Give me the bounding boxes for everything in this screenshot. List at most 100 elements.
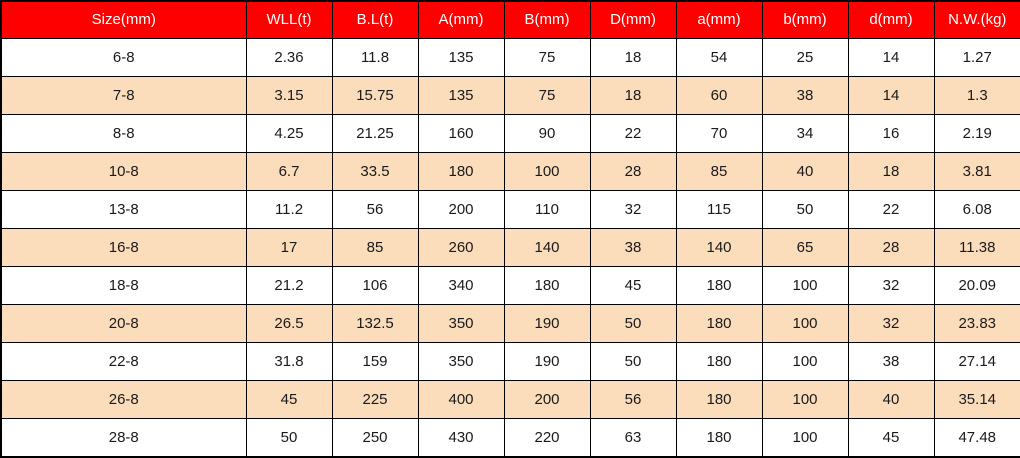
table-cell: 45 [847, 418, 935, 458]
table-row: 10-8 6.7 33.5 180 100 28 85 40 18 3.81 [0, 152, 1020, 191]
table-cell: 3.81 [933, 152, 1020, 191]
table-cell: 8-8 [0, 114, 247, 153]
table-cell: 28-8 [0, 418, 247, 458]
table-cell: 75 [503, 38, 591, 77]
table-cell: 35.14 [933, 380, 1020, 419]
table-cell: 160 [417, 114, 505, 153]
table-cell: 21.2 [245, 266, 333, 305]
table-cell: 60 [675, 76, 763, 115]
table-cell: 75 [503, 76, 591, 115]
table-cell: 260 [417, 228, 505, 267]
table-cell: 180 [417, 152, 505, 191]
table-cell: 20-8 [0, 304, 247, 343]
table-cell: 350 [417, 304, 505, 343]
table-cell: 50 [589, 342, 677, 381]
table-cell: 28 [589, 152, 677, 191]
table-cell: 6.08 [933, 190, 1020, 229]
table-cell: 38 [589, 228, 677, 267]
table-row: 26-8 45 225 400 200 56 180 100 40 35.14 [0, 380, 1020, 419]
table-cell: 4.25 [245, 114, 333, 153]
table-cell: 18 [589, 38, 677, 77]
table-cell: 15.75 [331, 76, 419, 115]
table-cell: 63 [589, 418, 677, 458]
table-cell: 13-8 [0, 190, 247, 229]
table-cell: 32 [847, 304, 935, 343]
table-cell: 100 [761, 418, 849, 458]
table-cell: 33.5 [331, 152, 419, 191]
header-cell-3: A(mm) [417, 0, 505, 39]
table-cell: 430 [417, 418, 505, 458]
table-cell: 180 [503, 266, 591, 305]
table-cell: 18-8 [0, 266, 247, 305]
table-cell: 6-8 [0, 38, 247, 77]
table-cell: 180 [675, 418, 763, 458]
table-cell: 200 [503, 380, 591, 419]
table-cell: 50 [589, 304, 677, 343]
table-cell: 135 [417, 76, 505, 115]
table-cell: 85 [331, 228, 419, 267]
header-row: Size(mm) WLL(t) B.L(t) A(mm) B(mm) D(mm) a(mm)… [0, 0, 1020, 39]
table-cell: 1.27 [933, 38, 1020, 77]
table-cell: 38 [761, 76, 849, 115]
header-cell-6: a(mm) [675, 0, 763, 39]
table-cell: 100 [761, 342, 849, 381]
table-cell: 23.83 [933, 304, 1020, 343]
table-cell: 159 [331, 342, 419, 381]
table-cell: 50 [245, 418, 333, 458]
table-cell: 1.3 [933, 76, 1020, 115]
table-cell: 56 [331, 190, 419, 229]
header-cell-7: b(mm) [761, 0, 849, 39]
table-cell: 100 [503, 152, 591, 191]
table-row: 13-8 11.2 56 200 110 32 115 50 22 6.08 [0, 190, 1020, 229]
table-cell: 50 [761, 190, 849, 229]
table-cell: 45 [245, 380, 333, 419]
table-cell: 16-8 [0, 228, 247, 267]
table-cell: 250 [331, 418, 419, 458]
table-cell: 180 [675, 266, 763, 305]
table-cell: 27.14 [933, 342, 1020, 381]
table-cell: 17 [245, 228, 333, 267]
table-cell: 110 [503, 190, 591, 229]
table-cell: 106 [331, 266, 419, 305]
table-cell: 21.25 [331, 114, 419, 153]
table-row: 6-8 2.36 11.8 135 75 18 54 25 14 1.27 [0, 38, 1020, 77]
table-cell: 32 [847, 266, 935, 305]
header-cell-4: B(mm) [503, 0, 591, 39]
header-cell-5: D(mm) [589, 0, 677, 39]
table-cell: 90 [503, 114, 591, 153]
table-cell: 25 [761, 38, 849, 77]
header-cell-2: B.L(t) [331, 0, 419, 39]
table-cell: 200 [417, 190, 505, 229]
table-cell: 20.09 [933, 266, 1020, 305]
table-cell: 140 [675, 228, 763, 267]
header-cell-1: WLL(t) [245, 0, 333, 39]
table-row: 8-8 4.25 21.25 160 90 22 70 34 16 2.19 [0, 114, 1020, 153]
table-row: 28-8 50 250 430 220 63 180 100 45 47.48 [0, 418, 1020, 458]
header-cell-0: Size(mm) [0, 0, 247, 39]
table-cell: 11.8 [331, 38, 419, 77]
table-cell: 132.5 [331, 304, 419, 343]
table-cell: 70 [675, 114, 763, 153]
table-cell: 7-8 [0, 76, 247, 115]
table-cell: 28 [847, 228, 935, 267]
table-cell: 14 [847, 38, 935, 77]
table-cell: 220 [503, 418, 591, 458]
table-cell: 34 [761, 114, 849, 153]
table-cell: 26.5 [245, 304, 333, 343]
header-cell-9: N.W.(kg) [933, 0, 1020, 39]
table-cell: 22 [847, 190, 935, 229]
table-cell: 225 [331, 380, 419, 419]
table-cell: 115 [675, 190, 763, 229]
table-cell: 3.15 [245, 76, 333, 115]
table-cell: 40 [761, 152, 849, 191]
table-cell: 340 [417, 266, 505, 305]
table-cell: 85 [675, 152, 763, 191]
table-cell: 10-8 [0, 152, 247, 191]
table-cell: 180 [675, 304, 763, 343]
table-cell: 22 [589, 114, 677, 153]
table-cell: 26-8 [0, 380, 247, 419]
table-cell: 135 [417, 38, 505, 77]
table-cell: 100 [761, 304, 849, 343]
